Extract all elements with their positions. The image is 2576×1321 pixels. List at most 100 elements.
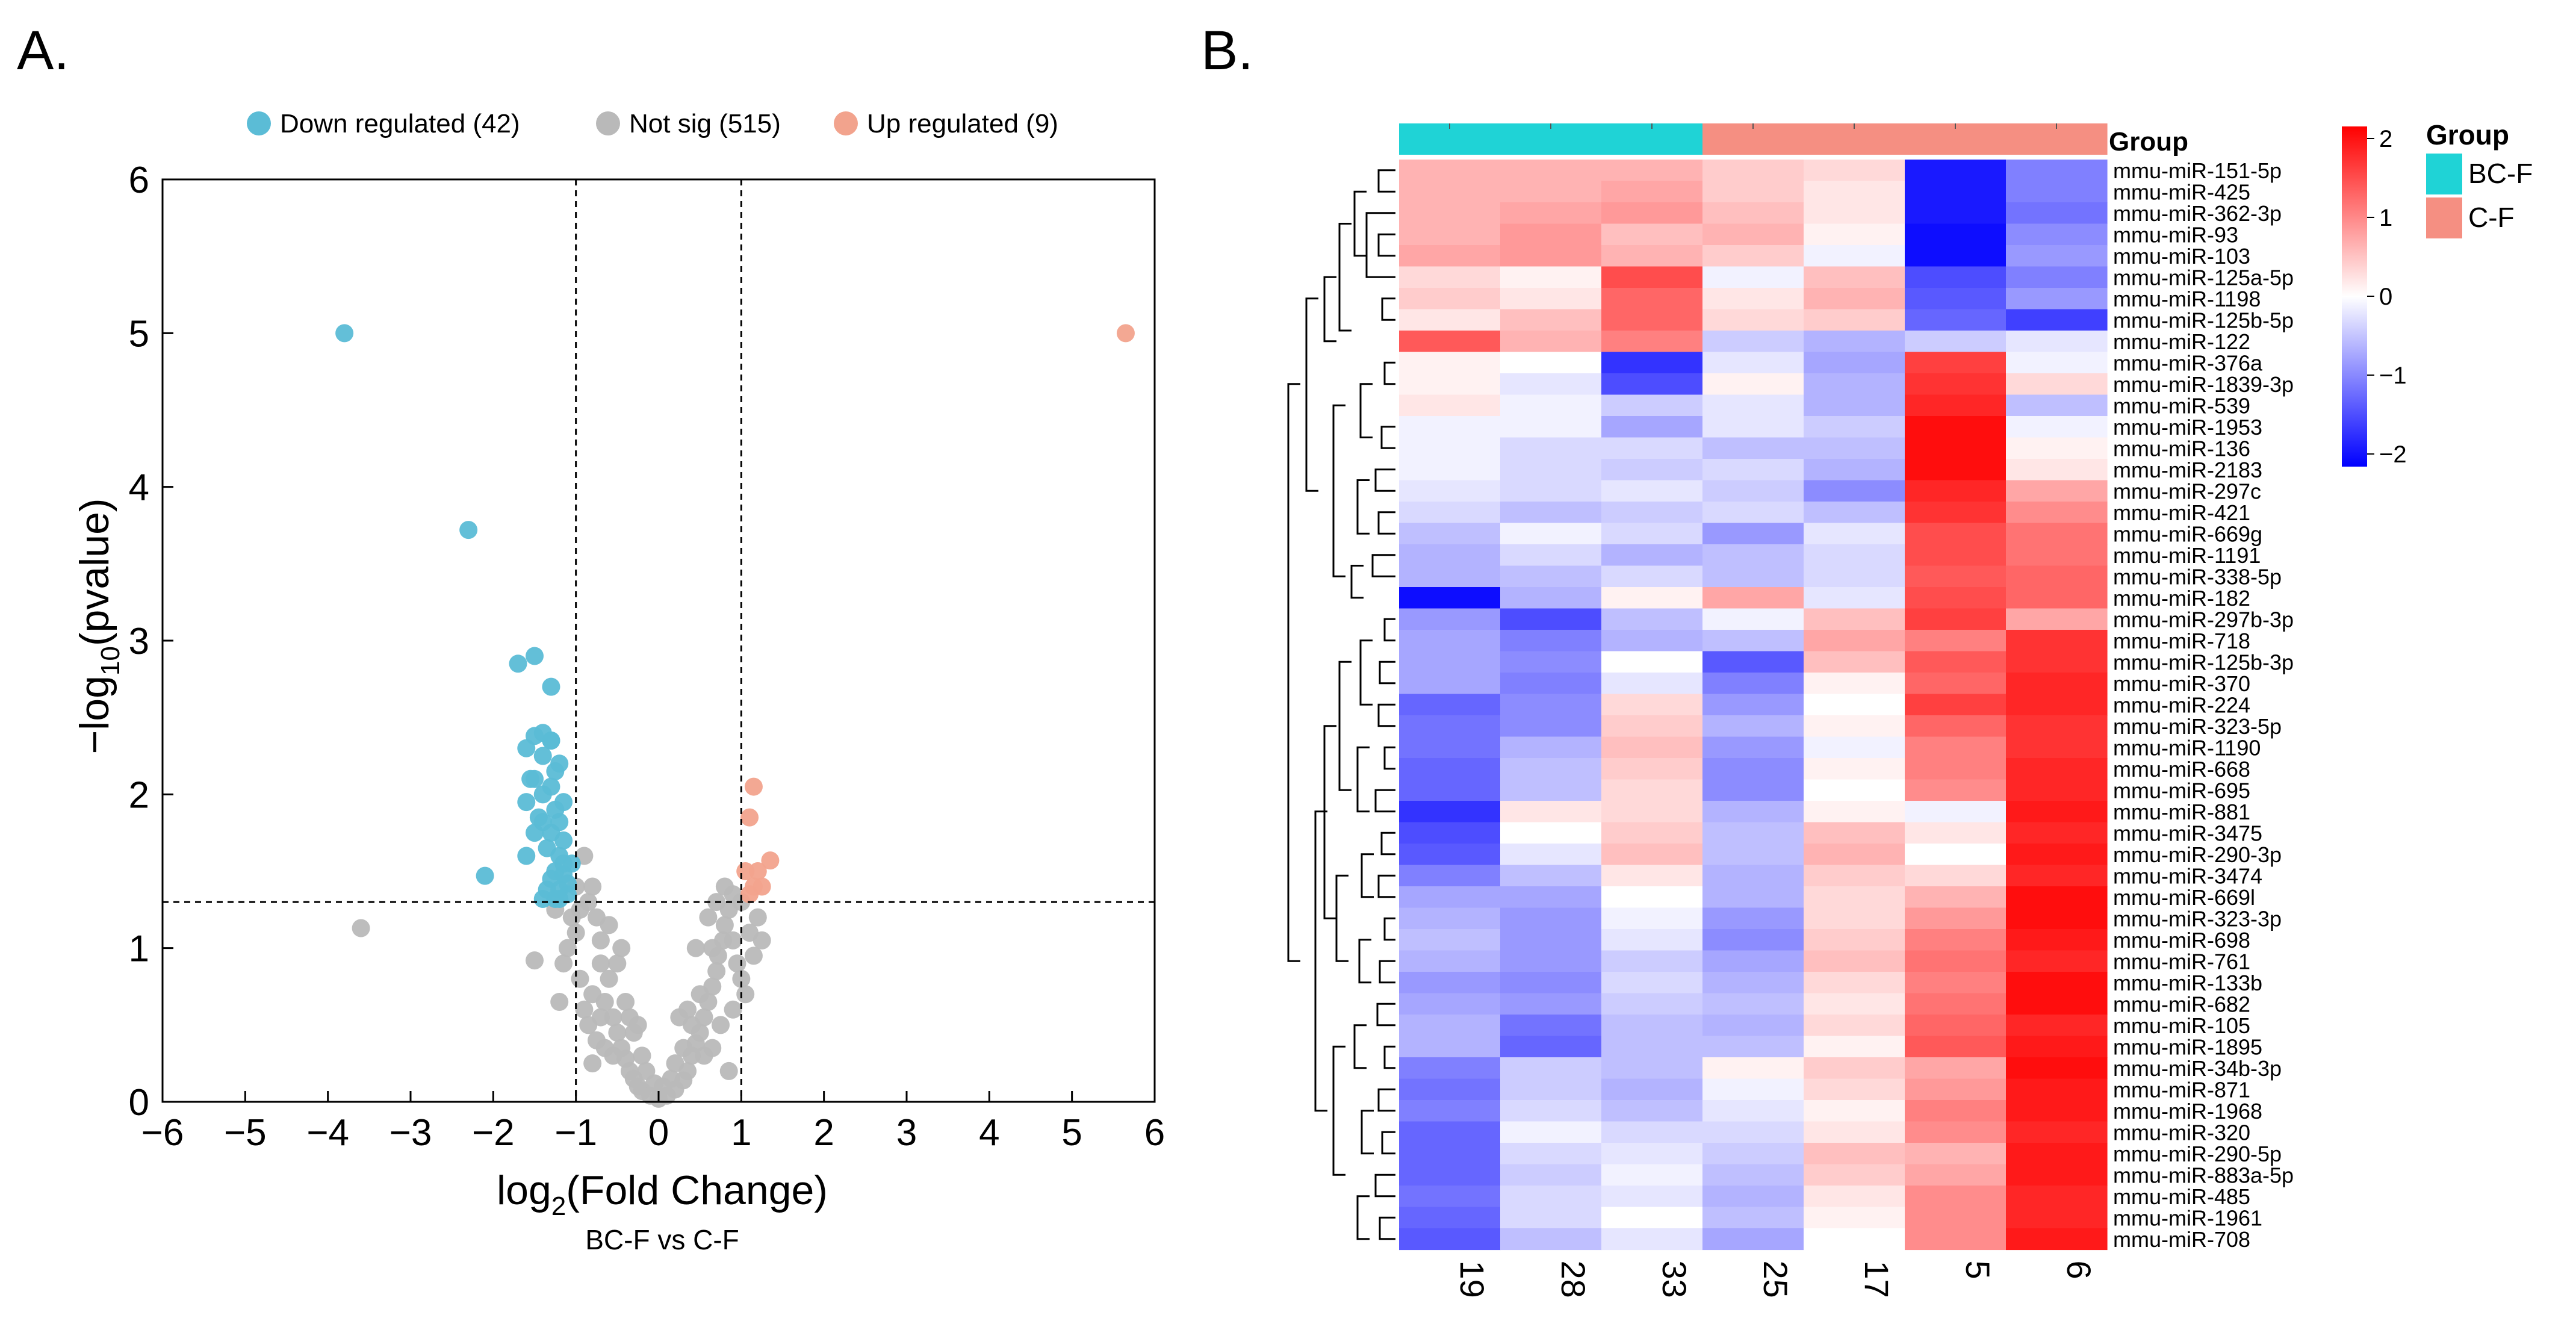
heatmap-cell xyxy=(1804,822,1905,844)
heatmap-cell xyxy=(1500,673,1602,695)
heatmap-cell xyxy=(1702,394,1804,417)
row-label: mmu-miR-103 xyxy=(2113,244,2250,269)
dendrogram-branch xyxy=(1377,1088,1395,1112)
column-label: 17 xyxy=(1858,1261,1896,1298)
column-label: 28 xyxy=(1554,1261,1592,1298)
heatmap-cell xyxy=(1804,993,1905,1015)
heatmap-cell xyxy=(1399,779,1501,801)
row-label: mmu-miR-320 xyxy=(2113,1120,2250,1145)
heatmap-cell xyxy=(1702,1057,1804,1080)
dendrogram-branch xyxy=(1383,618,1395,642)
heatmap-cell xyxy=(1905,1207,2006,1229)
row-label: mmu-miR-3475 xyxy=(2113,821,2262,845)
dendrogram-branch xyxy=(1374,468,1395,492)
heatmap-cell xyxy=(1601,459,1703,481)
dendrogram-branch xyxy=(1359,383,1373,438)
heatmap-cell xyxy=(1601,181,1703,203)
point-not-sig xyxy=(670,1008,689,1027)
heatmap-cell xyxy=(1399,523,1501,545)
heatmap-cell xyxy=(1500,1057,1602,1080)
heatmap-cell xyxy=(1804,1100,1905,1122)
dendrogram-branch xyxy=(1356,1195,1370,1240)
heatmap-cell xyxy=(1601,779,1703,801)
heatmap-cell xyxy=(1905,245,2006,267)
heatmap-cell xyxy=(1500,1015,1602,1037)
point-not-sig xyxy=(674,1039,693,1057)
heatmap-cell xyxy=(1500,758,1602,780)
y-axis-label: −log10(pvalue) xyxy=(72,498,125,754)
dendrogram-branch xyxy=(1314,810,1327,1112)
point-not-sig xyxy=(352,919,370,937)
point-not-sig xyxy=(686,939,705,957)
point-up-regulated xyxy=(761,851,780,870)
group-legend-bcf-label: BC-F xyxy=(2468,158,2533,189)
heatmap-cell xyxy=(1702,651,1804,673)
dendrogram-branch xyxy=(1374,789,1395,813)
heatmap-cell xyxy=(1804,1036,1905,1058)
heatmap-cell xyxy=(1702,480,1804,502)
heatmap-cell xyxy=(1601,245,1703,267)
dendrogram-branch xyxy=(1359,639,1373,706)
heatmap-cell xyxy=(1702,1121,1804,1143)
heatmap-cell xyxy=(1905,288,2006,310)
volcano-subtitle: BC-F vs C-F xyxy=(585,1224,739,1255)
heatmap-cell xyxy=(1399,266,1501,288)
heatmap-cell xyxy=(1804,331,1905,353)
heatmap-cell xyxy=(1702,886,1804,909)
heatmap-cell xyxy=(1601,608,1703,630)
dendrogram-branch xyxy=(1338,660,1352,791)
heatmap-cell xyxy=(1601,630,1703,652)
point-not-sig xyxy=(604,1008,622,1027)
point-down-regulated xyxy=(517,847,536,865)
heatmap-cell xyxy=(1905,202,2006,225)
heatmap-cell xyxy=(1702,1228,1804,1251)
heatmap-cell xyxy=(2006,1207,2108,1229)
heatmap-cell xyxy=(1500,1121,1602,1143)
heatmap-cell xyxy=(1601,886,1703,909)
heatmap-cell xyxy=(1905,587,2006,609)
heatmap-cell xyxy=(1702,416,1804,438)
heatmap-cell xyxy=(1702,950,1804,972)
point-not-sig xyxy=(595,993,614,1012)
heatmap-cell xyxy=(1500,587,1602,609)
point-not-sig xyxy=(550,993,569,1012)
heatmap-cell xyxy=(1804,373,1905,396)
heatmap-cell xyxy=(1399,929,1501,951)
row-label: mmu-miR-485 xyxy=(2113,1184,2250,1209)
heatmap-cell xyxy=(2006,288,2108,310)
x-tick-label: −3 xyxy=(390,1112,432,1154)
heatmap-cell xyxy=(2006,758,2108,780)
legend-notsig-label: Not sig (515) xyxy=(629,109,781,138)
row-label: mmu-miR-1953 xyxy=(2113,415,2262,440)
heatmap-cell xyxy=(2006,1036,2108,1058)
heatmap-cell xyxy=(2006,416,2108,438)
heatmap-cell xyxy=(1804,929,1905,951)
heatmap-cell xyxy=(1804,587,1905,609)
point-not-sig xyxy=(554,954,573,973)
dendrogram-branch xyxy=(1305,297,1318,492)
heatmap-cell xyxy=(1804,416,1905,438)
heatmap-cell xyxy=(1702,202,1804,225)
heatmap-cell xyxy=(1500,565,1602,588)
dendrogram-branch xyxy=(1377,169,1395,193)
heatmap-cell xyxy=(2006,459,2108,481)
point-down-regulated xyxy=(335,324,354,343)
point-not-sig xyxy=(732,969,751,988)
heatmap-cell xyxy=(1399,822,1501,844)
row-label: mmu-miR-871 xyxy=(2113,1077,2250,1102)
x-tick-label: 4 xyxy=(979,1112,999,1154)
x-tick-label: −5 xyxy=(224,1112,267,1154)
point-up-regulated xyxy=(753,877,771,896)
y-tick-label: 3 xyxy=(129,621,149,662)
heatmap-cell xyxy=(1500,373,1602,396)
heatmap-cell xyxy=(2006,245,2108,267)
heatmap-cell xyxy=(1905,929,2006,951)
heatmap-cell xyxy=(1702,694,1804,716)
heatmap-cell xyxy=(2006,651,2108,673)
dendrogram-branch xyxy=(1365,212,1395,278)
panel-b-label: B. xyxy=(1201,20,1253,81)
dendrogram-branch xyxy=(1356,479,1370,535)
point-not-sig xyxy=(612,939,631,957)
point-not-sig xyxy=(666,1054,684,1073)
